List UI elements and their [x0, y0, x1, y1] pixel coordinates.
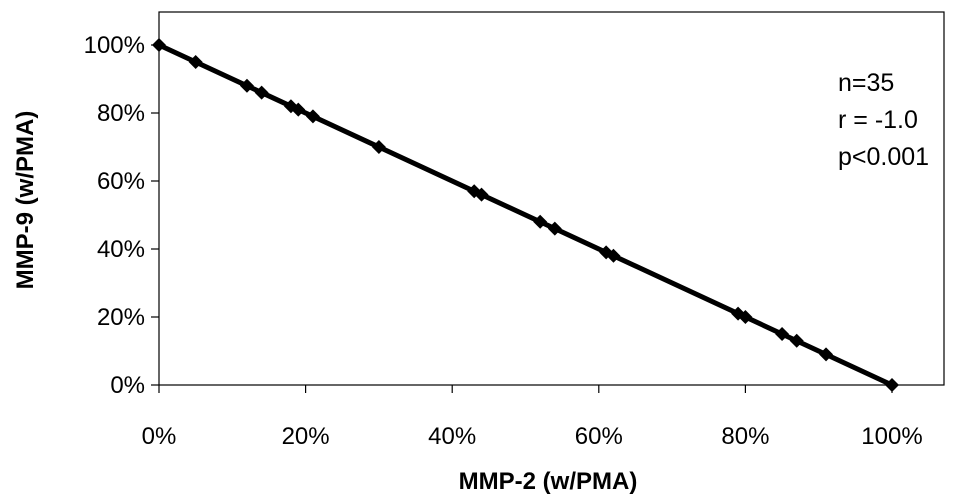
- x-tick-label: 20%: [282, 423, 330, 450]
- data-point: [789, 333, 804, 348]
- annotation-n: n=35: [838, 69, 894, 97]
- x-axis-title: MMP-2 (w/PMA): [459, 468, 638, 495]
- x-axis: 0% 20% 40% 60% 80% 100%: [142, 385, 923, 450]
- y-tick-label: 80%: [97, 100, 145, 127]
- data-point: [606, 248, 621, 263]
- data-point: [547, 221, 562, 236]
- y-tick-label: 20%: [97, 304, 145, 331]
- annotation-r: r = -1.0: [838, 106, 918, 134]
- x-tick-label: 0%: [142, 423, 177, 450]
- y-tick-label: 0%: [110, 372, 145, 399]
- points-layer: [152, 38, 899, 392]
- data-point: [474, 187, 489, 202]
- plot-area: [158, 11, 945, 386]
- data-point: [188, 55, 203, 69]
- annotation-p: p<0.001: [838, 143, 929, 171]
- x-tick-label: 100%: [861, 423, 922, 450]
- data-point: [371, 140, 386, 154]
- trendline-layer: [156, 42, 895, 388]
- y-axis-title: MMP-9 (w/PMA): [12, 111, 39, 290]
- trendline: [156, 42, 895, 388]
- data-point: [254, 85, 269, 100]
- y-tick-label: 40%: [97, 236, 145, 263]
- data-point: [819, 347, 834, 362]
- x-tick-label: 60%: [575, 423, 623, 450]
- data-point: [152, 38, 166, 52]
- y-axis: 0% 20% 40% 60% 80% 100%: [84, 32, 159, 399]
- data-point: [775, 327, 790, 341]
- data-point: [885, 378, 899, 392]
- data-point: [533, 214, 548, 229]
- data-point: [738, 310, 753, 324]
- data-point: [239, 78, 254, 93]
- y-tick-label: 100%: [84, 32, 145, 59]
- x-tick-label: 80%: [721, 423, 769, 450]
- y-tick-label: 60%: [97, 168, 145, 195]
- data-point: [305, 109, 320, 124]
- x-tick-label: 40%: [428, 423, 476, 450]
- data-point: [291, 102, 306, 117]
